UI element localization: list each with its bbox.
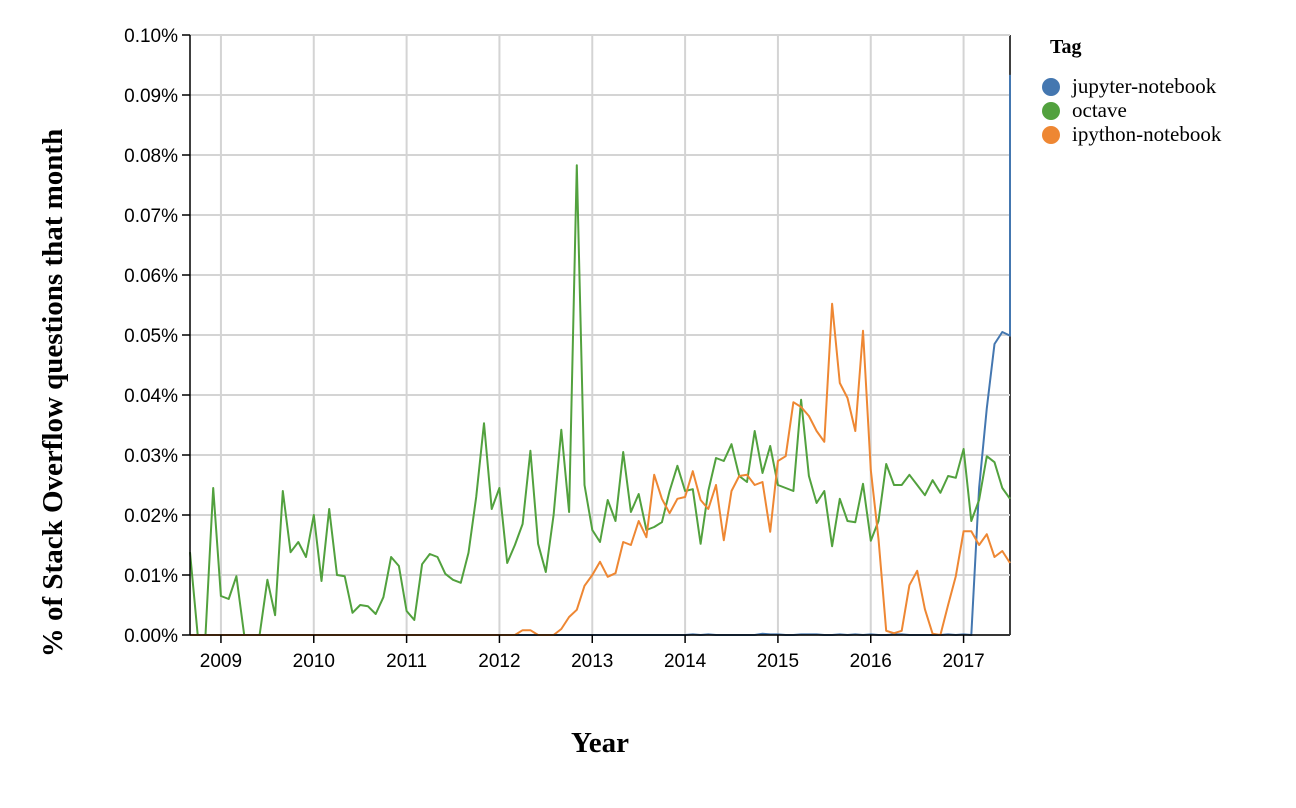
y-tick-label: 0.02% <box>124 506 178 527</box>
y-tick-label: 0.06% <box>124 266 178 287</box>
y-tick-label: 0.09% <box>124 86 178 107</box>
legend-swatch-ipython-notebook <box>1042 126 1060 144</box>
legend-title: Tag <box>1050 36 1082 58</box>
gridlines <box>190 34 1011 636</box>
y-tick-label: 0.00% <box>124 626 178 647</box>
x-tick-label: 2012 <box>478 651 520 672</box>
legend-swatch-octave <box>1042 102 1060 120</box>
y-tick-label: 0.01% <box>124 566 178 587</box>
y-tick-label: 0.07% <box>124 206 178 227</box>
x-tick-label: 2014 <box>664 651 707 672</box>
y-tick-label: 0.04% <box>124 386 178 407</box>
x-tick-label: 2016 <box>850 651 892 672</box>
legend-swatch-jupyter-notebook <box>1042 78 1060 96</box>
y-axis-title: % of Stack Overflow questions that month <box>37 129 69 657</box>
legend-label-ipython-notebook: ipython-notebook <box>1072 122 1222 146</box>
legend: Tag jupyter-notebookoctaveipython-notebo… <box>1042 36 1222 146</box>
y-tick-label: 0.08% <box>124 146 178 167</box>
y-axis-ticks: 0.00% 0.01% 0.02% 0.03% 0.04% 0.05% 0.06% 0.07%… <box>124 26 190 647</box>
series-line-octave <box>189 164 1011 636</box>
x-axis-ticks: 2009 2010 2011 2012 2013 2014 2015 2016 2017 <box>200 635 985 672</box>
x-tick-label: 2009 <box>200 651 242 672</box>
y-tick-label: 0.03% <box>124 446 178 467</box>
legend-label-octave: octave <box>1072 98 1127 122</box>
axes: 2009 2010 2011 2012 2013 2014 2015 2016 2017 0.0… <box>124 26 1010 672</box>
legend-label-jupyter-notebook: jupyter-notebook <box>1071 74 1217 98</box>
x-tick-label: 2010 <box>293 651 335 672</box>
y-tick-label: 0.10% <box>124 26 178 47</box>
x-axis-title: Year <box>571 727 629 759</box>
x-tick-label: 2015 <box>757 651 799 672</box>
y-tick-label: 0.05% <box>124 326 178 347</box>
x-tick-label: 2017 <box>942 651 984 672</box>
x-tick-label: 2011 <box>386 651 427 672</box>
x-tick-label: 2013 <box>571 651 613 672</box>
